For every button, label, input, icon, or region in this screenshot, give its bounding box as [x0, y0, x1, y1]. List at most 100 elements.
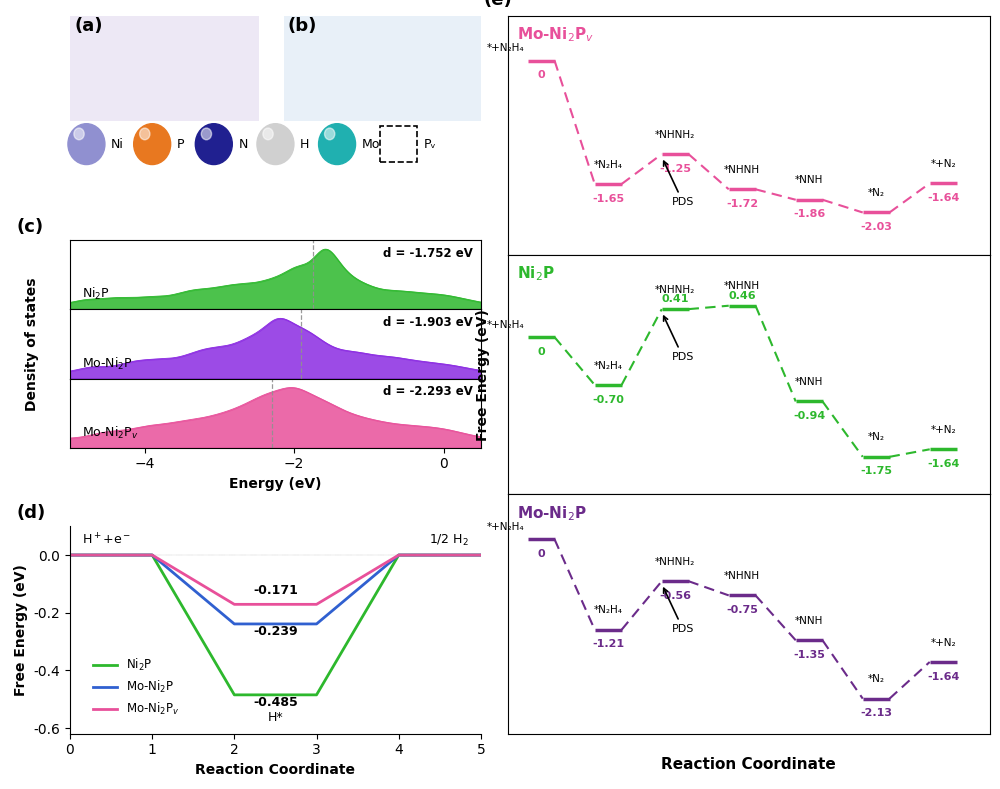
Text: *NNH: *NNH: [795, 377, 823, 387]
Text: H$^+$+e$^-$: H$^+$+e$^-$: [82, 533, 131, 548]
Text: Mo: Mo: [362, 137, 380, 151]
Text: -1.75: -1.75: [860, 466, 892, 477]
Text: Density of states: Density of states: [25, 277, 39, 410]
Text: PDS: PDS: [664, 161, 694, 208]
Text: 0: 0: [537, 549, 545, 559]
Text: Ni$_2$P: Ni$_2$P: [517, 264, 555, 283]
Ellipse shape: [68, 124, 105, 165]
Text: Mo-Ni$_2$P: Mo-Ni$_2$P: [517, 504, 587, 523]
Text: d = -1.752 eV: d = -1.752 eV: [383, 247, 473, 260]
Ellipse shape: [140, 128, 150, 140]
Text: -1.21: -1.21: [592, 639, 624, 649]
Text: 1/2 H$_2$: 1/2 H$_2$: [429, 533, 469, 548]
Text: *NHNH: *NHNH: [724, 282, 760, 291]
Text: 0: 0: [537, 346, 545, 357]
Text: *NHNH₂: *NHNH₂: [655, 285, 695, 295]
Text: -0.75: -0.75: [726, 605, 758, 615]
Mo-Ni$_2$P$_v$: [146, 550, 158, 559]
Line: Mo-Ni$_2$P: Mo-Ni$_2$P: [70, 555, 481, 624]
Text: P: P: [177, 137, 184, 151]
Text: -1.64: -1.64: [927, 459, 959, 469]
Text: *N₂H₄: *N₂H₄: [594, 605, 623, 615]
Text: *NHNH₂: *NHNH₂: [655, 557, 695, 567]
Text: *+N₂H₄: *+N₂H₄: [487, 43, 524, 54]
Text: *+N₂H₄: *+N₂H₄: [487, 320, 524, 330]
Ellipse shape: [134, 124, 171, 165]
Text: Mo-Ni$_2$P$_v$: Mo-Ni$_2$P$_v$: [517, 25, 594, 44]
Y-axis label: Free Energy (eV): Free Energy (eV): [14, 564, 28, 696]
Text: -2.13: -2.13: [860, 709, 892, 718]
Text: 0.41: 0.41: [661, 294, 689, 305]
Text: Mo-Ni$_2$P: Mo-Ni$_2$P: [82, 356, 133, 372]
Text: *+N₂H₄: *+N₂H₄: [487, 522, 524, 532]
Line: Ni$_2$P: Ni$_2$P: [70, 555, 481, 695]
Text: -1.65: -1.65: [592, 193, 624, 204]
Mo-Ni$_2$P$_v$: [311, 600, 323, 609]
Text: PDS: PDS: [664, 316, 694, 362]
Ni$_2$P: [146, 550, 158, 559]
FancyBboxPatch shape: [380, 126, 417, 163]
Ni$_2$P: [475, 550, 487, 559]
Mo-Ni$_2$P: [475, 550, 487, 559]
Text: -2.03: -2.03: [860, 222, 892, 232]
Text: -1.35: -1.35: [793, 650, 825, 660]
Text: PDS: PDS: [664, 589, 694, 634]
Text: *NNH: *NNH: [795, 175, 823, 185]
Line: Mo-Ni$_2$P$_v$: Mo-Ni$_2$P$_v$: [70, 555, 481, 604]
Text: H*: H*: [268, 711, 283, 724]
Text: -1.25: -1.25: [659, 163, 691, 174]
Text: Pᵥ: Pᵥ: [423, 137, 436, 151]
Ellipse shape: [319, 124, 356, 165]
Text: *+N₂: *+N₂: [930, 638, 956, 648]
Ni$_2$P: [64, 550, 76, 559]
Mo-Ni$_2$P$_v$: [228, 600, 240, 609]
Mo-Ni$_2$P: [228, 619, 240, 629]
Text: d = -2.293 eV: d = -2.293 eV: [383, 386, 473, 398]
Text: 0: 0: [537, 70, 545, 80]
Ellipse shape: [263, 128, 273, 140]
Legend: Ni$_2$P, Mo-Ni$_2$P, Mo-Ni$_2$P$_v$: Ni$_2$P, Mo-Ni$_2$P, Mo-Ni$_2$P$_v$: [88, 652, 184, 722]
Text: *NHNH₂: *NHNH₂: [655, 129, 695, 140]
Mo-Ni$_2$P: [311, 619, 323, 629]
Text: *NHNH: *NHNH: [724, 165, 760, 175]
Ellipse shape: [195, 124, 232, 165]
Text: -0.94: -0.94: [793, 411, 825, 421]
Text: *NHNH: *NHNH: [724, 571, 760, 581]
Text: (c): (c): [17, 218, 44, 236]
X-axis label: Reaction Coordinate: Reaction Coordinate: [195, 763, 355, 777]
Bar: [70, 16, 259, 121]
Text: (b): (b): [288, 17, 317, 36]
Text: *N₂: *N₂: [868, 675, 885, 684]
Ni$_2$P: [228, 690, 240, 700]
Text: *+N₂: *+N₂: [930, 159, 956, 169]
Text: Free Energy (eV): Free Energy (eV): [476, 308, 490, 441]
Text: Mo-Ni$_2$P$_v$: Mo-Ni$_2$P$_v$: [82, 424, 139, 441]
Text: -0.70: -0.70: [592, 394, 624, 405]
Text: N: N: [238, 137, 248, 151]
Mo-Ni$_2$P$_v$: [393, 550, 405, 559]
Text: *N₂H₄: *N₂H₄: [594, 361, 623, 371]
Ni$_2$P: [311, 690, 323, 700]
Ni$_2$P: [393, 550, 405, 559]
Text: *N₂: *N₂: [868, 188, 885, 198]
Text: -0.239: -0.239: [253, 626, 298, 638]
Ellipse shape: [201, 128, 212, 140]
Ellipse shape: [257, 124, 294, 165]
Mo-Ni$_2$P: [146, 550, 158, 559]
Text: *NNH: *NNH: [795, 616, 823, 626]
Mo-Ni$_2$P: [393, 550, 405, 559]
X-axis label: Energy (eV): Energy (eV): [229, 477, 322, 491]
Text: -1.64: -1.64: [927, 193, 959, 203]
Text: 0.46: 0.46: [728, 291, 756, 301]
Text: Reaction Coordinate: Reaction Coordinate: [661, 757, 836, 772]
Text: -0.56: -0.56: [659, 591, 691, 600]
Text: *N₂H₄: *N₂H₄: [594, 159, 623, 170]
Ellipse shape: [74, 128, 84, 140]
Mo-Ni$_2$P$_v$: [475, 550, 487, 559]
Bar: [284, 16, 481, 121]
Mo-Ni$_2$P: [64, 550, 76, 559]
Text: *+N₂: *+N₂: [930, 425, 956, 435]
Text: -1.72: -1.72: [726, 199, 758, 209]
Ellipse shape: [325, 128, 335, 140]
Text: (e): (e): [484, 0, 512, 9]
